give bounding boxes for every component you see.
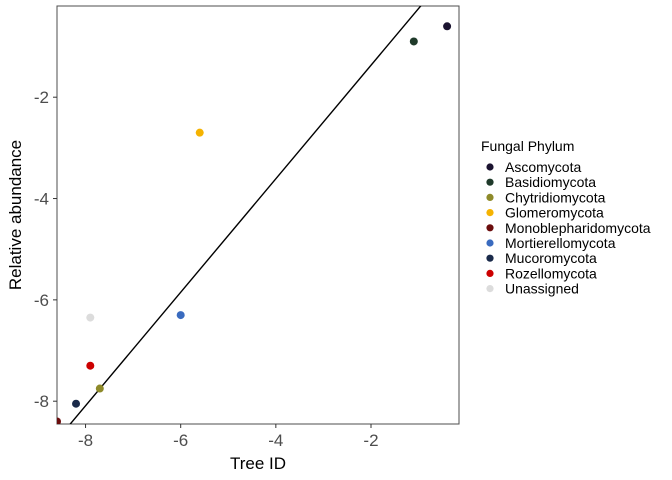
- legend-label: Basidiomycota: [505, 174, 596, 190]
- data-point: [443, 22, 452, 31]
- y-axis-title: Relative abundance: [6, 140, 25, 290]
- x-tick-label: -4: [268, 431, 283, 450]
- y-axis: -8 -6 -4 -2: [34, 88, 57, 411]
- data-point: [95, 384, 104, 393]
- legend-item: Unassigned: [486, 281, 579, 297]
- legend-label: Chytridiomycota: [505, 189, 606, 205]
- data-point: [176, 311, 185, 320]
- reference-line: [69, 6, 422, 424]
- legend-item: Mortierellomycota: [486, 235, 616, 251]
- legend-label: Mortierellomycota: [505, 235, 616, 251]
- legend-label: Unassigned: [505, 281, 579, 297]
- y-tick-label: -2: [34, 88, 49, 107]
- legend-label: Monoblepharidomycota: [505, 220, 651, 236]
- data-point: [72, 399, 81, 408]
- data-point: [195, 128, 204, 137]
- plot-panel: [56, 5, 460, 425]
- legend-item: Basidiomycota: [486, 174, 596, 190]
- data-point: [86, 313, 95, 322]
- legend-swatch: [486, 178, 494, 186]
- legend-item: Glomeromycota: [486, 205, 604, 221]
- legend-item: Chytridiomycota: [486, 189, 606, 205]
- legend-swatch: [486, 254, 494, 262]
- legend-swatch: [486, 285, 494, 293]
- data-point: [86, 361, 95, 370]
- legend-swatch: [486, 239, 494, 247]
- y-tick-label: -6: [34, 291, 49, 310]
- legend-swatch: [486, 163, 494, 171]
- x-axis-title: Tree ID: [230, 454, 286, 473]
- legend-item: Rozellomycota: [486, 265, 597, 281]
- legend-item: Monoblepharidomycota: [486, 220, 651, 236]
- plot-marks: [57, 6, 452, 424]
- legend-item: Ascomycota: [486, 159, 581, 175]
- x-tick-label: -2: [363, 431, 378, 450]
- x-tick-label: -8: [78, 431, 93, 450]
- legend-swatch: [486, 193, 494, 201]
- y-tick-label: -8: [34, 392, 49, 411]
- legend-label: Ascomycota: [505, 159, 581, 175]
- legend-title: Fungal Phylum: [481, 138, 574, 154]
- y-tick-label: -4: [34, 190, 49, 209]
- legend-swatch: [486, 269, 494, 277]
- legend-label: Rozellomycota: [505, 265, 597, 281]
- legend-item: Mucoromycota: [486, 250, 597, 266]
- legend-swatch: [486, 224, 494, 232]
- data-point: [409, 37, 418, 46]
- x-axis: -8 -6 -4 -2: [78, 424, 379, 450]
- data-point: [57, 417, 61, 424]
- legend: Fungal Phylum AscomycotaBasidiomycotaChy…: [481, 138, 651, 297]
- x-tick-label: -6: [173, 431, 188, 450]
- legend-swatch: [486, 209, 494, 217]
- legend-label: Mucoromycota: [505, 250, 597, 266]
- legend-label: Glomeromycota: [505, 205, 604, 221]
